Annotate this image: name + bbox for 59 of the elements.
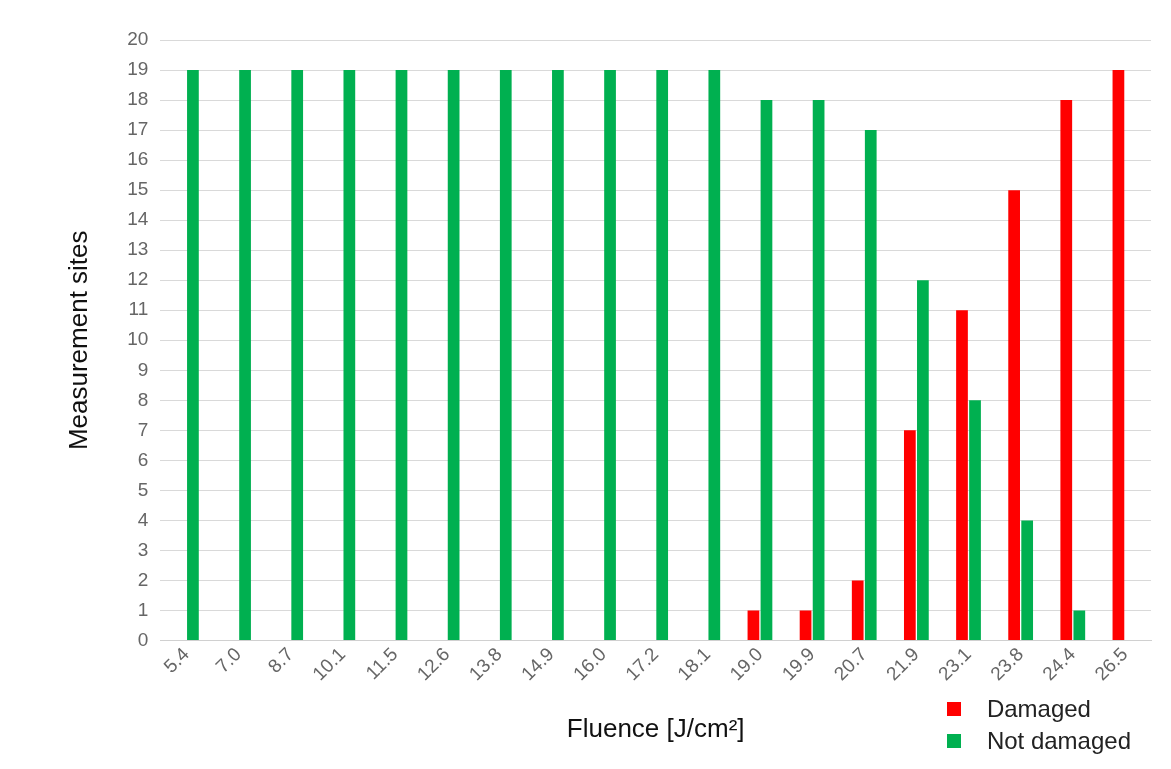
- bar: [812, 100, 825, 641]
- bar: [708, 70, 721, 641]
- bar: [956, 310, 968, 641]
- x-tick-label: 7.0: [211, 643, 246, 677]
- bar: [799, 610, 812, 641]
- bar: [903, 430, 916, 641]
- bar: [291, 70, 304, 641]
- bar: [187, 70, 199, 641]
- x-tick-label: 16.0: [569, 643, 611, 685]
- bar: [1073, 610, 1086, 641]
- y-tick-label: 3: [137, 538, 149, 560]
- bar: [343, 70, 356, 641]
- x-tick-label: 14.9: [516, 643, 558, 685]
- y-tick-label: 9: [137, 358, 149, 380]
- y-tick-label: 10: [127, 328, 149, 350]
- bar: [864, 130, 877, 641]
- x-tick-label: 8.7: [263, 643, 298, 677]
- y-tick-label: 12: [127, 268, 149, 290]
- bar: [760, 100, 773, 641]
- bar: [917, 280, 929, 641]
- bar: [969, 400, 981, 641]
- y-tick-label: 19: [127, 58, 149, 80]
- bar: [747, 610, 760, 641]
- y-axis-title: Measurement sites: [62, 230, 93, 451]
- bar: [447, 70, 460, 641]
- y-tick-label: 20: [127, 28, 149, 50]
- x-tick-label: 10.1: [308, 643, 350, 685]
- y-tick-label: 5: [137, 478, 149, 500]
- y-tick-label: 6: [137, 448, 149, 470]
- bar: [1008, 190, 1020, 641]
- y-tick-label: 1: [137, 598, 149, 620]
- x-tick-label: 23.1: [934, 643, 976, 685]
- bar: [239, 70, 251, 641]
- bar: [1060, 100, 1073, 641]
- y-tick-label: 2: [137, 568, 149, 590]
- x-tick-label: 18.1: [673, 643, 715, 685]
- y-tick-label: 14: [127, 208, 149, 230]
- bar: [656, 70, 669, 641]
- y-tick-label: 17: [127, 118, 149, 140]
- bar: [499, 70, 512, 641]
- legend-label: Damaged: [986, 695, 1091, 723]
- y-tick-label: 11: [128, 298, 149, 320]
- bar: [1112, 70, 1125, 641]
- bar: [395, 70, 408, 641]
- y-tick-label: 0: [137, 628, 149, 650]
- bar: [1021, 520, 1034, 641]
- bar: [851, 580, 864, 641]
- bar: [552, 70, 564, 641]
- y-tick-label: 13: [127, 238, 149, 260]
- bar: [604, 70, 616, 641]
- legend-label: Not damaged: [986, 727, 1131, 755]
- y-tick-label: 7: [137, 418, 149, 440]
- y-tick-label: 18: [127, 88, 149, 110]
- y-tick-label: 4: [137, 508, 149, 530]
- y-tick-label: 8: [137, 388, 149, 410]
- y-tick-label: 15: [127, 178, 149, 200]
- x-tick-label: 5.4: [159, 642, 194, 677]
- x-axis-title: Fluence [J/cm²]: [566, 712, 745, 743]
- y-tick-label: 16: [127, 148, 149, 170]
